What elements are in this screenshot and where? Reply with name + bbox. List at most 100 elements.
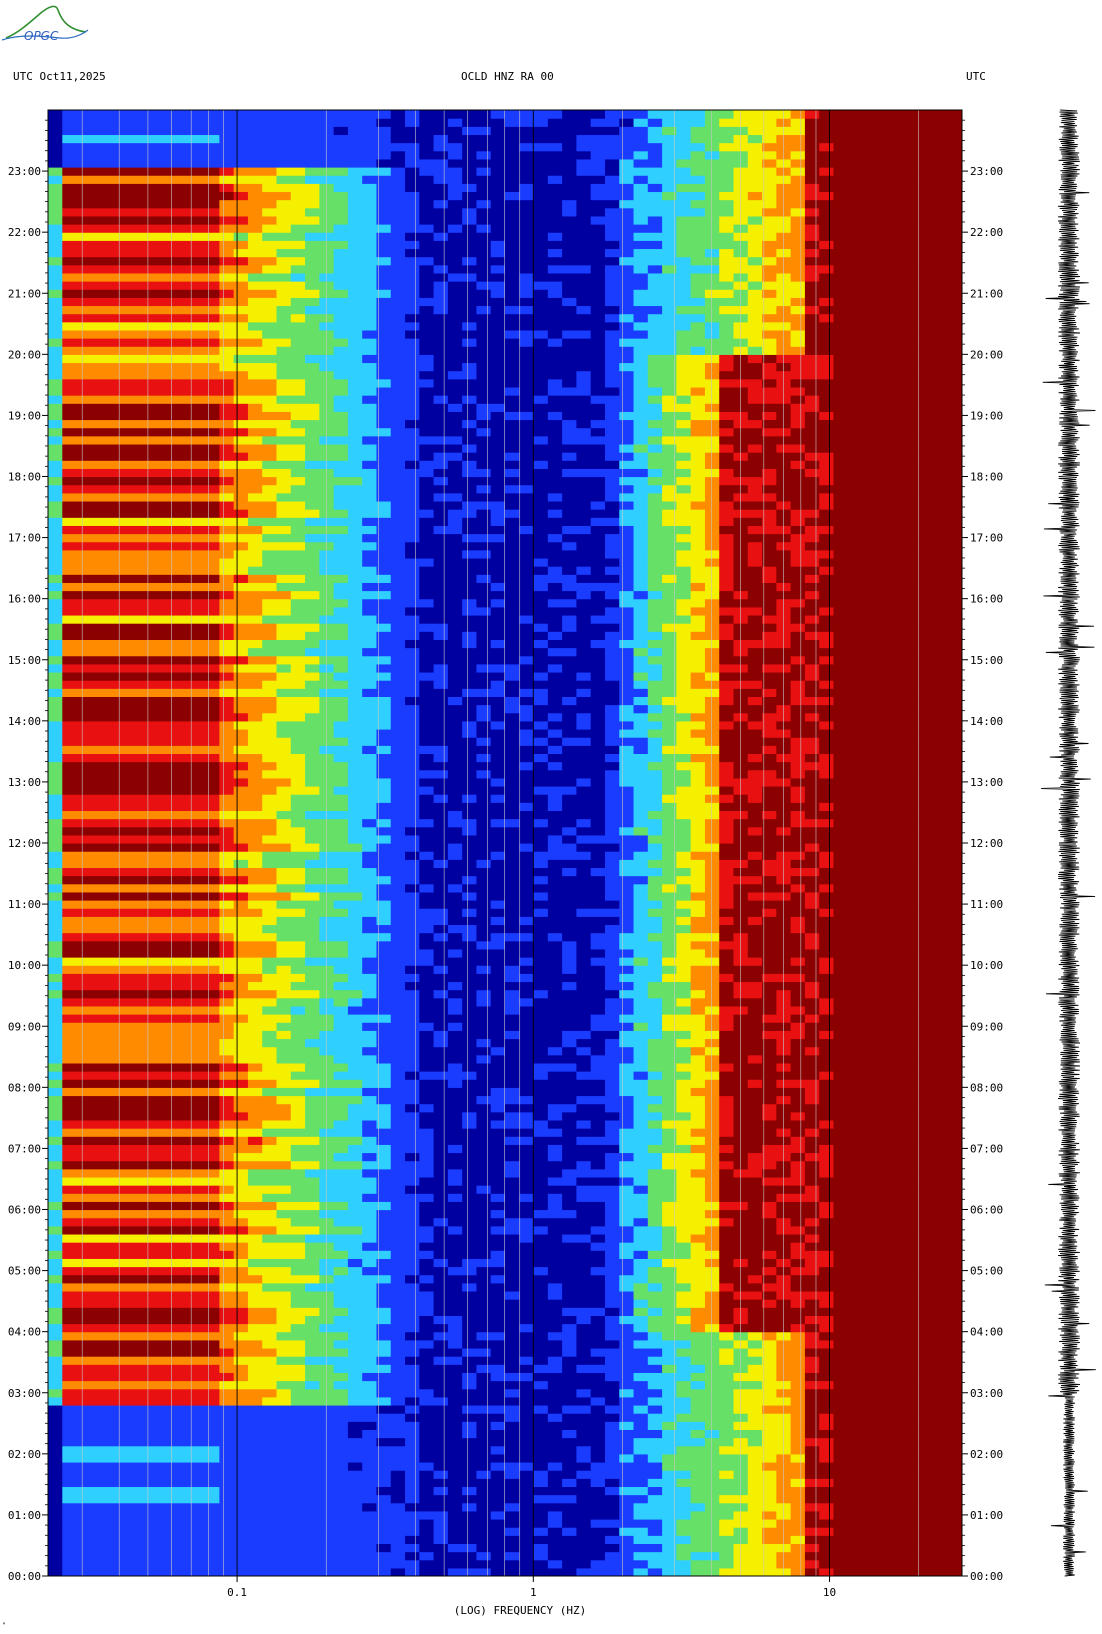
spectrogram-cell — [662, 386, 677, 396]
spectrogram-cell — [604, 1038, 620, 1048]
spectrogram-row — [48, 1193, 962, 1202]
spectrogram-cell — [247, 1111, 292, 1121]
spectrogram-cell — [676, 647, 706, 657]
seismogram-trace — [1041, 109, 1096, 1577]
spectrogram-cell — [419, 452, 435, 461]
spectrogram-cell — [690, 419, 720, 429]
spectrogram-cell — [48, 256, 63, 266]
spectrogram-cell — [533, 859, 549, 869]
spectrogram-cell — [362, 1079, 392, 1088]
spectrogram-cell — [333, 1299, 378, 1308]
spectrogram-cell — [333, 256, 392, 266]
spectrogram-cell — [533, 1372, 606, 1382]
spectrogram-cell — [233, 419, 292, 429]
spectrogram-cell — [676, 688, 720, 697]
spectrogram-row — [48, 1087, 962, 1097]
spectrogram-cell — [776, 289, 806, 298]
spectrogram-cell — [619, 362, 649, 372]
spectrogram-cell — [376, 1404, 406, 1414]
spectrogram-cell — [290, 1185, 320, 1194]
spectrogram-cell — [376, 240, 420, 250]
spectrogram-cell — [804, 321, 962, 331]
spectrogram-cell — [647, 1396, 692, 1406]
spectrogram-cell — [704, 118, 720, 127]
spectrogram-cell — [647, 533, 677, 543]
spectrogram-cell — [662, 1518, 677, 1528]
spectrogram-row — [48, 1551, 962, 1561]
spectrogram-cell — [490, 289, 506, 298]
spectrogram-cell — [447, 509, 478, 518]
spectrogram-cell — [562, 712, 578, 722]
spectrogram-cell — [362, 1152, 378, 1162]
spectrogram-cell — [305, 769, 349, 779]
spectrogram-cell — [547, 1193, 563, 1202]
spectrogram-row — [48, 224, 962, 233]
spectrogram-cell — [733, 1437, 749, 1447]
spectrogram-cell — [219, 1486, 378, 1496]
spectrogram-cell — [733, 631, 763, 640]
spectrogram-cell — [505, 329, 549, 339]
spectrogram-cell — [547, 329, 563, 339]
spectrogram-cell — [662, 1461, 749, 1471]
spectrogram-cell — [462, 932, 478, 942]
spectrogram-cell — [62, 419, 235, 429]
spectrogram-cell — [662, 264, 677, 274]
spectrogram-cell — [48, 142, 63, 152]
spectrogram-cell — [447, 158, 578, 168]
spectrogram-cell — [219, 1290, 249, 1300]
spectrogram-cell — [62, 1128, 220, 1137]
spectrogram-cell — [804, 1421, 820, 1430]
spectrogram-cell — [519, 1404, 535, 1414]
spectrogram-cell — [48, 843, 63, 852]
spectrogram-cell — [633, 313, 649, 323]
spectrogram-cell — [633, 1339, 692, 1349]
spectrogram-cell — [48, 704, 63, 714]
spectrogram-cell — [48, 965, 63, 974]
frequency-gridlines — [81, 110, 920, 1576]
spectrogram-cell — [533, 1356, 549, 1365]
spectrogram-cell — [290, 419, 349, 429]
spectrogram-cell — [647, 1478, 677, 1488]
spectrogram-cell — [419, 191, 449, 201]
footer-mark: " — [2, 1622, 6, 1629]
spectrogram-cell — [647, 492, 663, 502]
spectrogram-cell — [447, 118, 463, 127]
spectrogram-cell — [319, 191, 349, 201]
spectrogram-cell — [390, 1071, 406, 1080]
spectrogram-cell — [405, 110, 420, 119]
spectrogram-cell — [833, 957, 962, 966]
spectrogram-cell — [419, 663, 435, 673]
spectrogram-row — [48, 614, 962, 624]
spectrogram-cell — [733, 541, 749, 551]
spectrogram-row — [48, 1250, 962, 1259]
spectrogram-cell — [447, 517, 463, 526]
spectrogram-cell — [704, 142, 720, 152]
spectrogram-cell — [676, 1445, 720, 1455]
spectrogram-cell — [633, 680, 649, 689]
spectrogram-cell — [419, 492, 435, 502]
spectrogram-cell — [505, 671, 520, 681]
spectrogram-cell — [433, 1315, 463, 1325]
spectrogram-cell — [376, 1421, 420, 1430]
spectrogram-cell — [662, 883, 677, 893]
spectrogram-row — [48, 142, 962, 152]
spectrogram-cell — [419, 1046, 492, 1056]
spectrogram-cell — [833, 460, 962, 469]
spectrogram-cell — [490, 110, 563, 119]
spectrogram-cell — [490, 712, 520, 722]
spectrogram-cell — [733, 354, 749, 364]
spectrogram-cell — [48, 1535, 63, 1545]
spectrogram-cell — [533, 1233, 563, 1243]
spectrogram-cell — [319, 435, 363, 445]
spectrogram-cell — [604, 1005, 635, 1015]
spectrogram-cell — [219, 1282, 263, 1292]
spectrogram-cell — [604, 1128, 620, 1137]
spectrogram-cell — [719, 1307, 735, 1316]
spectrogram-cell — [747, 1201, 763, 1211]
spectrogram-cell — [519, 509, 549, 518]
y-tick-label-right: 12:00 — [970, 837, 1003, 850]
spectrogram-cell — [305, 712, 349, 722]
spectrogram-cell — [604, 329, 649, 339]
spectrogram-cell — [690, 411, 720, 421]
spectrogram-cell — [833, 1168, 962, 1178]
